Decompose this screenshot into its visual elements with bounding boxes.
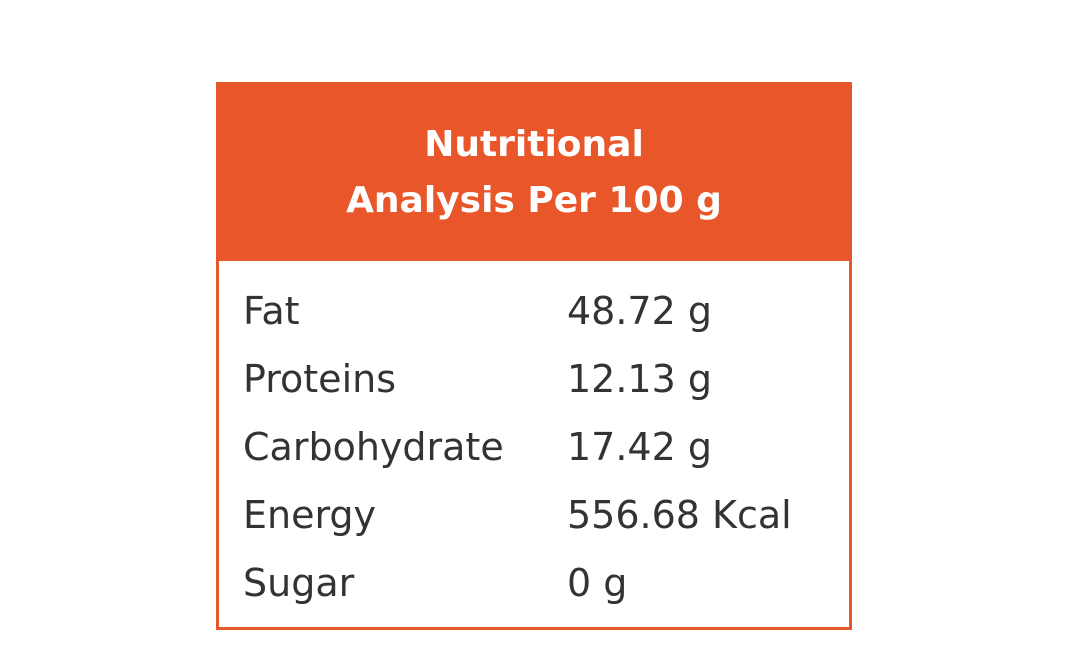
title-line: Nutritional	[424, 124, 644, 165]
nutrient-name: Fat	[243, 289, 300, 333]
nutrient-name: Energy	[243, 493, 377, 537]
table-row: Sugar 0 g	[243, 549, 792, 617]
nutrition-table: Fat 48.72 g Proteins 12.13 g Carbohydrate 17.…	[243, 277, 792, 617]
nutrient-amount: 556.68 Kcal	[567, 493, 792, 537]
table-row: Carbohydrate 17.42 g	[243, 413, 792, 481]
nutrient-amount: 17.42 g	[567, 425, 712, 469]
nutrient-name: Proteins	[243, 357, 397, 401]
nutrient-amount: 0 g	[567, 561, 628, 605]
nutrient-amount: 48.72 g	[567, 289, 712, 333]
nutrient-amount: 12.13 g	[567, 357, 712, 401]
table-body: Fat 48.72 g Proteins 12.13 g Carbohydrate 17.…	[243, 277, 792, 617]
nutrient-name: Sugar	[243, 561, 355, 605]
card-header: Nutritional Analysis Per 100 g	[219, 85, 849, 261]
table-row: Energy 556.68 Kcal	[243, 481, 792, 549]
nutrition-card: Nutritional Analysis Per 100 g Fat 48.72 …	[216, 82, 852, 630]
title-line: Analysis Per 100 g	[346, 180, 722, 221]
table-row: Proteins 12.13 g	[243, 345, 792, 413]
table-row: Fat 48.72 g	[243, 277, 792, 345]
nutrient-name: Carbohydrate	[243, 425, 504, 469]
